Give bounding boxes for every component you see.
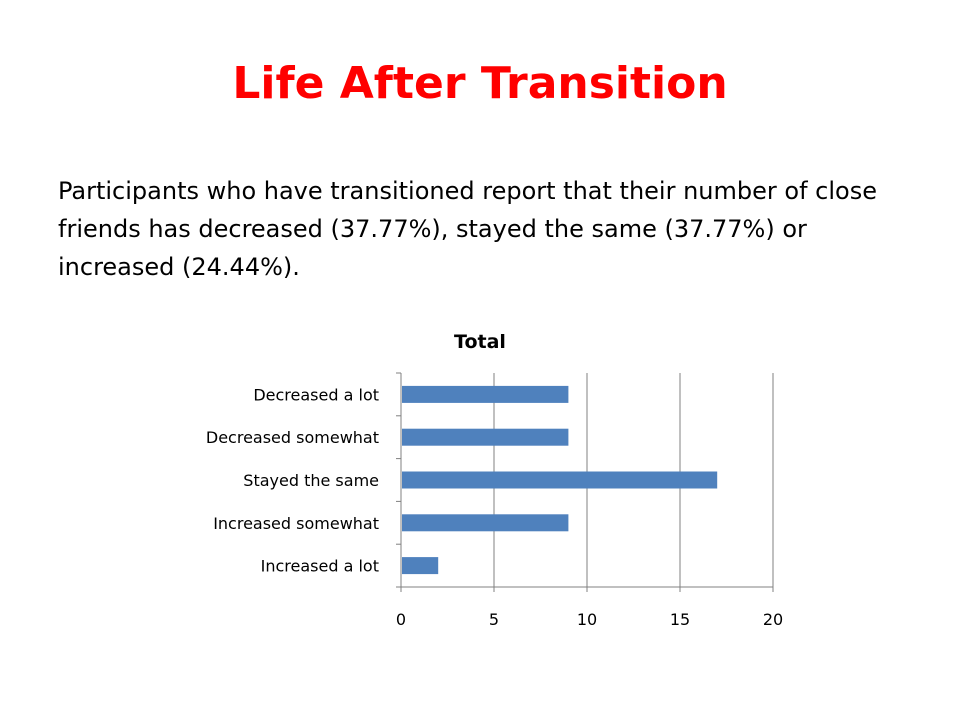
category-label: Increased a lot xyxy=(261,557,379,576)
category-label: Increased somewhat xyxy=(213,514,379,533)
category-label: Stayed the same xyxy=(243,471,379,490)
x-tick-label: 15 xyxy=(670,610,690,629)
chart-bars xyxy=(402,385,718,575)
chart-category-labels: Decreased a lot Decreased somewhat Stayed … xyxy=(206,385,379,575)
x-tick-label: 10 xyxy=(577,610,597,629)
slide-body-text: Participants who have transitioned repor… xyxy=(58,177,877,281)
bar xyxy=(402,385,569,403)
bar xyxy=(402,557,439,575)
x-tick-label: 0 xyxy=(396,610,406,629)
category-label: Decreased a lot xyxy=(253,385,379,404)
bar xyxy=(402,514,569,532)
slide-title: Life After Transition xyxy=(232,58,728,109)
bar xyxy=(402,428,569,446)
chart-title: Total xyxy=(454,331,506,353)
chart-axis xyxy=(396,372,774,592)
category-label: Decreased somewhat xyxy=(206,428,379,447)
chart-tick-labels: 0 5 10 15 20 xyxy=(396,610,783,629)
x-tick-label: 20 xyxy=(763,610,783,629)
x-tick-label: 5 xyxy=(489,610,499,629)
bar xyxy=(402,471,718,489)
